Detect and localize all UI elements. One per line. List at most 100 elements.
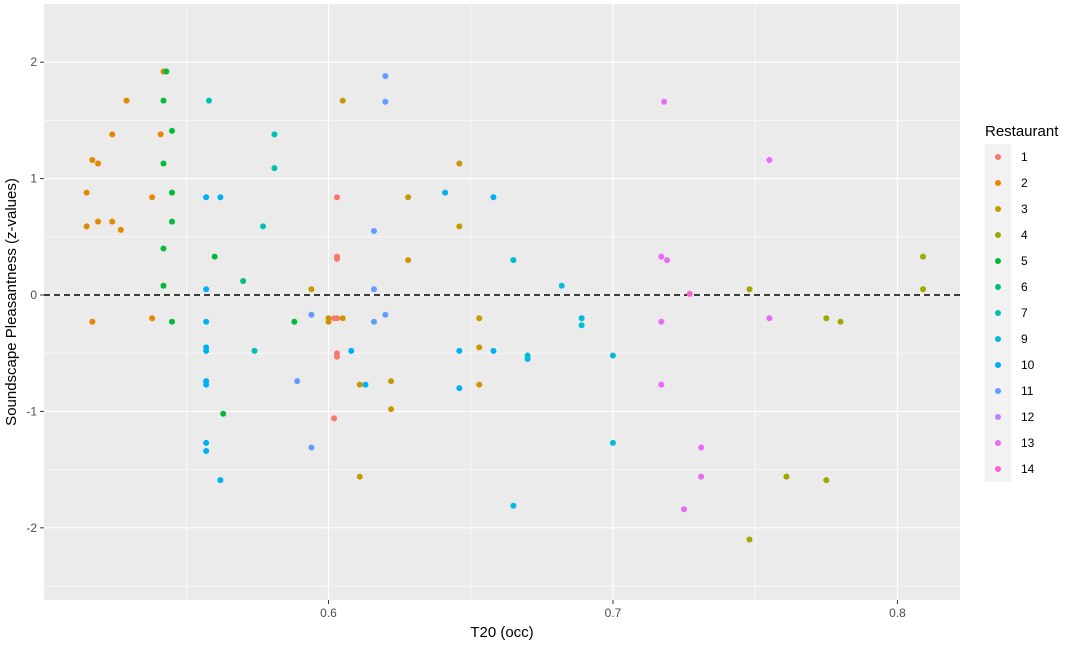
point-restaurant-5 (163, 68, 170, 75)
point-restaurant-10 (442, 189, 449, 196)
legend-key-4 (995, 232, 1001, 238)
point-restaurant-2 (117, 226, 124, 233)
legend-label-2: 2 (1021, 176, 1028, 190)
point-restaurant-1 (334, 255, 341, 262)
legend-key-12 (995, 414, 1001, 420)
point-restaurant-11 (370, 227, 377, 234)
plot-panel (44, 4, 960, 600)
point-restaurant-3 (339, 315, 346, 322)
point-restaurant-7 (271, 131, 278, 138)
point-restaurant-9 (510, 502, 517, 509)
point-restaurant-10 (203, 318, 210, 325)
point-restaurant-11 (308, 311, 315, 318)
point-restaurant-1 (334, 315, 341, 322)
point-restaurant-13 (658, 253, 665, 260)
point-restaurant-11 (308, 444, 315, 451)
legend-label-9: 9 (1021, 332, 1028, 346)
point-restaurant-13 (681, 506, 688, 513)
point-restaurant-2 (149, 194, 156, 201)
legend-label-6: 6 (1021, 280, 1028, 294)
legend-label-3: 3 (1021, 202, 1028, 216)
point-restaurant-7 (271, 165, 278, 172)
point-restaurant-2 (149, 315, 156, 322)
legend-label-11: 11 (1021, 384, 1034, 398)
point-restaurant-7 (260, 223, 267, 230)
legend-key-13 (995, 440, 1001, 446)
point-restaurant-5 (169, 127, 176, 134)
point-restaurant-13 (698, 473, 705, 480)
point-restaurant-10 (490, 194, 497, 201)
legend-label-13: 13 (1021, 436, 1035, 450)
legend-label-7: 7 (1021, 306, 1028, 320)
point-restaurant-7 (251, 347, 258, 354)
point-restaurant-11 (294, 378, 301, 385)
point-restaurant-11 (370, 318, 377, 325)
legend-label-12: 12 (1021, 410, 1035, 424)
point-restaurant-4 (746, 286, 753, 293)
point-restaurant-3 (308, 286, 315, 293)
point-restaurant-13 (663, 257, 670, 264)
point-restaurant-11 (382, 73, 389, 80)
point-restaurant-2 (109, 131, 116, 138)
legend-key-1 (995, 154, 1001, 160)
y-tick-label: -1 (26, 404, 37, 418)
point-restaurant-10 (456, 347, 463, 354)
point-restaurant-13 (766, 315, 773, 322)
point-restaurant-11 (370, 286, 377, 293)
point-restaurant-10 (203, 194, 210, 201)
legend-label-1: 1 (1021, 150, 1028, 164)
point-restaurant-4 (837, 318, 844, 325)
legend-key-3 (995, 206, 1001, 212)
point-restaurant-14 (686, 290, 693, 297)
point-restaurant-2 (109, 218, 116, 225)
y-tick-label: 2 (30, 55, 37, 69)
point-restaurant-2 (95, 218, 102, 225)
legend-key-5 (995, 258, 1001, 264)
point-restaurant-9 (609, 439, 616, 446)
x-tick-label: 0.6 (320, 606, 337, 620)
y-tick-label: -2 (26, 521, 37, 535)
point-restaurant-2 (83, 223, 90, 230)
point-restaurant-3 (405, 194, 412, 201)
legend-key-7 (995, 310, 1001, 316)
point-restaurant-5 (169, 218, 176, 225)
point-restaurant-9 (578, 322, 585, 329)
y-tick-label: 1 (30, 172, 37, 186)
point-restaurant-13 (658, 381, 665, 388)
point-restaurant-10 (203, 347, 210, 354)
point-restaurant-5 (160, 97, 167, 104)
x-axis-title: T20 (occ) (470, 624, 533, 641)
point-restaurant-5 (169, 189, 176, 196)
point-restaurant-2 (89, 156, 96, 163)
x-tick-label: 0.8 (889, 606, 906, 620)
point-restaurant-3 (339, 97, 346, 104)
point-restaurant-3 (356, 381, 363, 388)
point-restaurant-7 (205, 97, 212, 104)
point-restaurant-5 (160, 160, 167, 167)
legend-key-11 (995, 388, 1001, 394)
point-restaurant-1 (331, 415, 338, 422)
point-restaurant-3 (456, 160, 463, 167)
point-restaurant-1 (334, 353, 341, 360)
point-restaurant-13 (658, 318, 665, 325)
point-restaurant-10 (456, 385, 463, 392)
point-restaurant-13 (698, 444, 705, 451)
point-restaurant-10 (348, 347, 355, 354)
point-restaurant-5 (160, 245, 167, 252)
point-restaurant-2 (123, 97, 130, 104)
legend-title: Restaurant (985, 123, 1059, 140)
point-restaurant-10 (217, 194, 224, 201)
point-restaurant-10 (203, 286, 210, 293)
legend-key-14 (995, 466, 1001, 472)
point-restaurant-13 (766, 156, 773, 163)
point-restaurant-4 (746, 536, 753, 543)
y-axis-title: Soundscape Pleasantness (z-values) (3, 178, 20, 426)
point-restaurant-3 (356, 473, 363, 480)
point-restaurant-5 (291, 318, 298, 325)
point-restaurant-11 (382, 311, 389, 318)
point-restaurant-4 (783, 473, 790, 480)
point-restaurant-3 (388, 406, 395, 413)
point-restaurant-5 (160, 282, 167, 289)
point-restaurant-3 (325, 318, 332, 325)
